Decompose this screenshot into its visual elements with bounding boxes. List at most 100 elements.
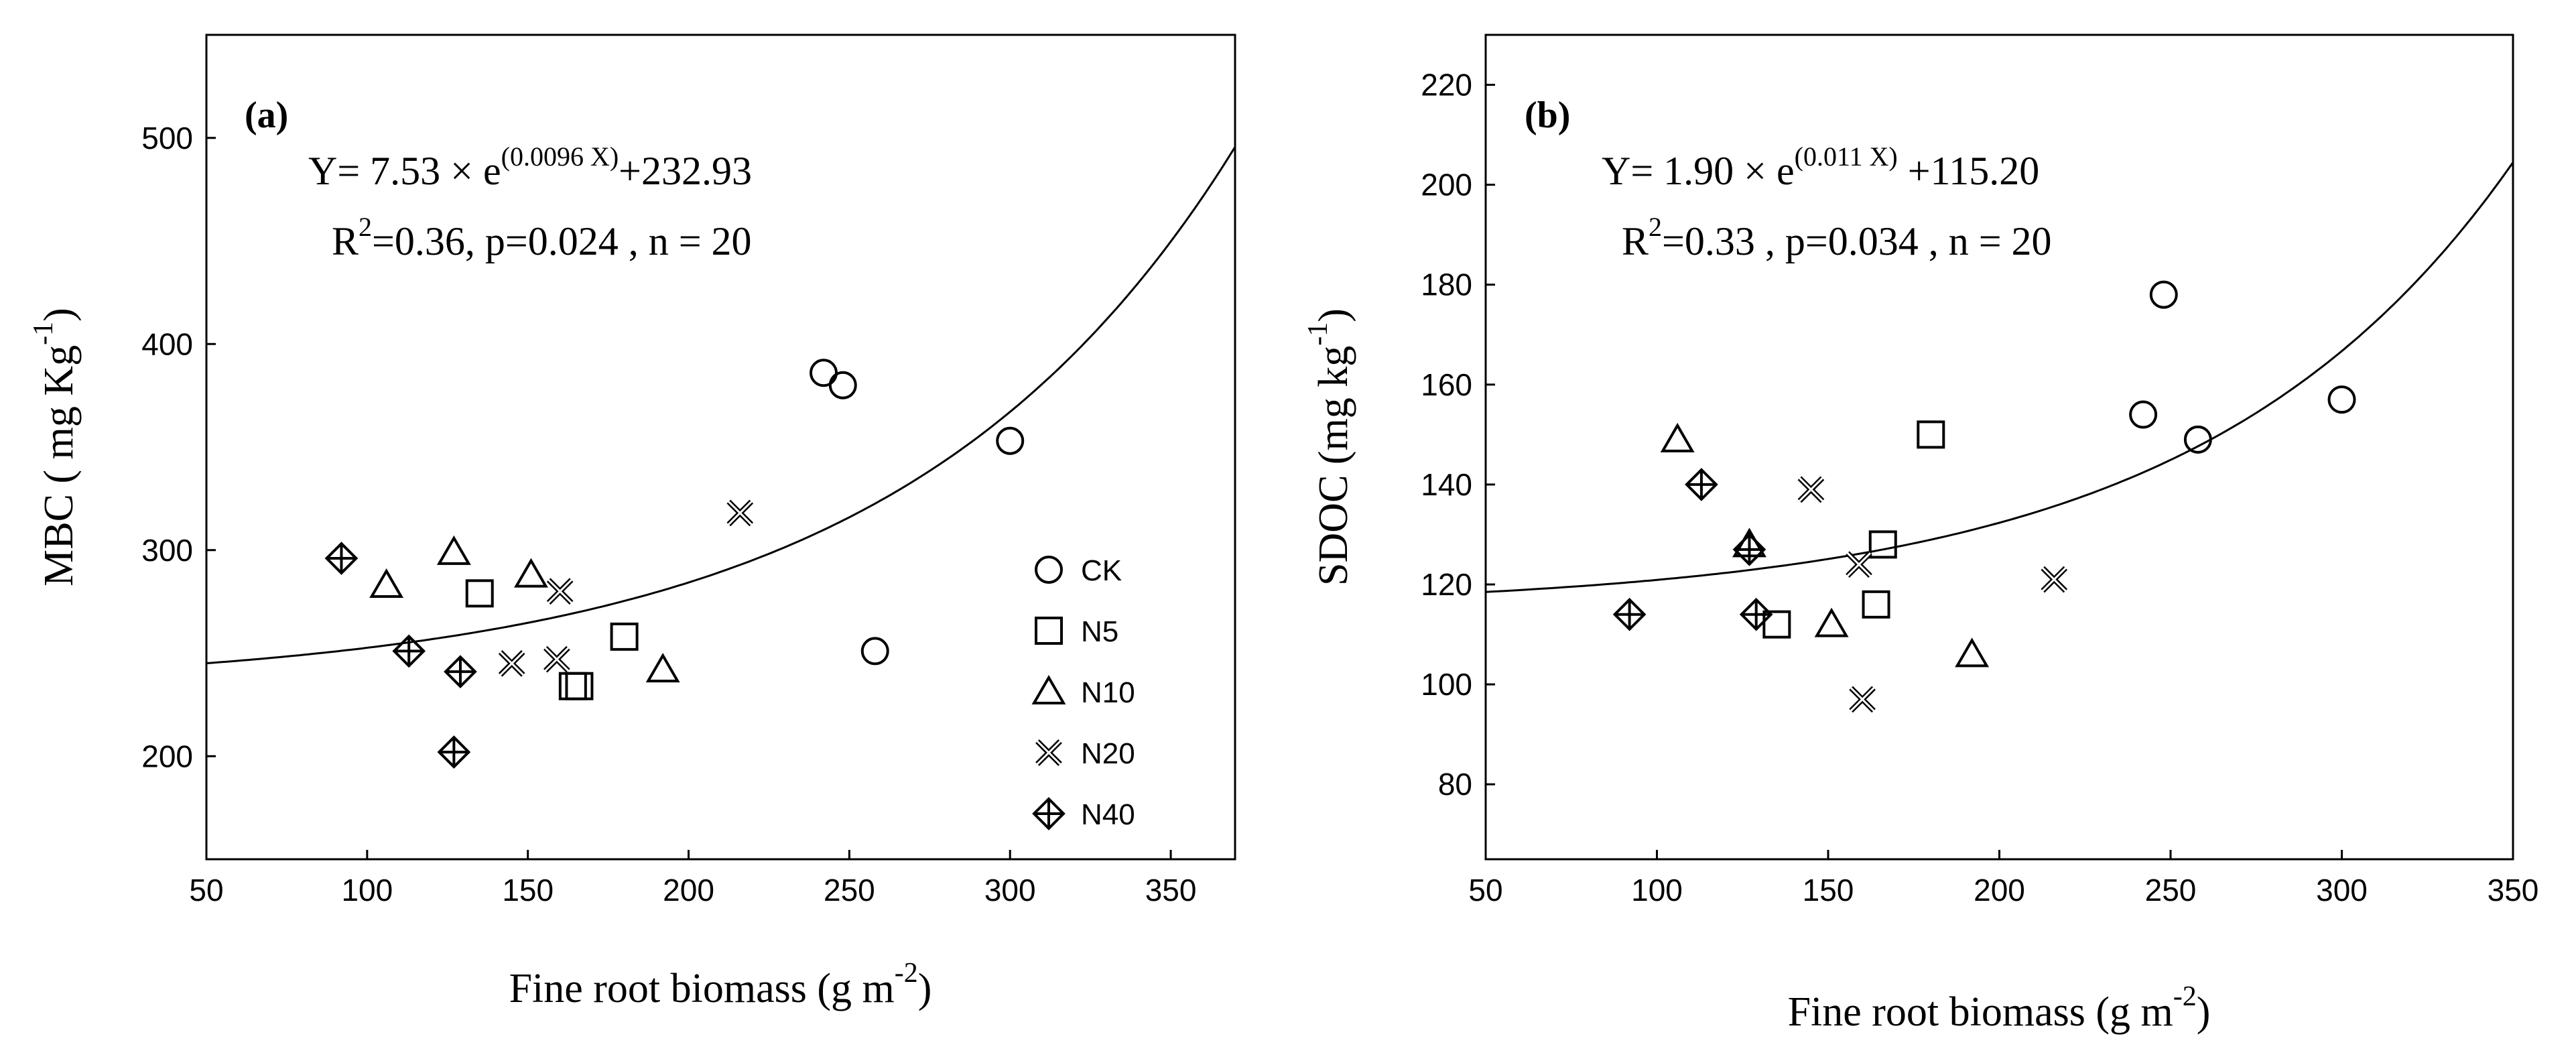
marker-n20: [1846, 551, 1872, 578]
markers-a: [324, 359, 1025, 769]
x-tick-label: 350: [1145, 873, 1197, 908]
marker-n5: [565, 672, 594, 700]
legend-marker-n10: [1031, 675, 1066, 704]
stats-b: R2=0.33 , p=0.034 , n = 20: [1622, 212, 2052, 263]
legend-label-n20: N20: [1081, 737, 1135, 770]
marker-n10: [369, 568, 404, 599]
marker-ck: [996, 426, 1025, 455]
y-axis-title-b-main: SDOC (mg kg: [1311, 346, 1356, 586]
equation-b-exp: (0.011 X): [1795, 141, 1898, 172]
x-tick-label: 350: [2488, 873, 2539, 908]
markers-b: [1612, 280, 2356, 713]
fit-curve-b: [1485, 162, 2514, 593]
marker-n5: [1868, 530, 1897, 559]
marker-ck: [810, 359, 838, 387]
panel-label-b: (b): [1525, 95, 1570, 136]
y-axis-title-b-sup: -1: [1303, 322, 1334, 346]
x-axis-title-b-main: Fine root biomass (g m: [1788, 989, 2173, 1035]
legend-marker-n5: [1035, 617, 1063, 645]
marker-n40: [324, 542, 359, 575]
marker-n10: [1955, 637, 1990, 668]
legend: CK N5 N10 N20 N40: [1031, 554, 1135, 831]
marker-n5: [465, 579, 494, 608]
y-axis-title-a-sup: -1: [28, 322, 59, 345]
equation-a: Y= 7.53 × e(0.0096 X)+232.93: [308, 141, 752, 193]
marker-n40: [1685, 468, 1718, 501]
equation-a-pre: Y= 7.53 × e: [308, 149, 501, 193]
x-axis-title-b-close: ): [2197, 989, 2211, 1035]
stats-a-post: =0.36, p=0.024 , n = 20: [372, 219, 752, 263]
x-axis-title-b-sup: -2: [2173, 981, 2197, 1012]
stats-a-sup: 2: [359, 212, 372, 242]
panel-label-a: (a): [245, 95, 288, 136]
y-axis-title-b-close: ): [1311, 308, 1356, 322]
marker-n40: [1739, 597, 1773, 631]
marker-n40: [1732, 532, 1766, 566]
marker-n20: [726, 499, 754, 527]
marker-n5: [558, 672, 587, 700]
marker-n20: [1849, 686, 1876, 713]
x-tick-label: 300: [2316, 873, 2368, 908]
y-tick-label: 500: [141, 121, 193, 155]
y-tick-label: 120: [1421, 567, 1472, 602]
marker-n20: [543, 645, 570, 673]
marker-ck: [2149, 280, 2178, 309]
legend-label-n10: N10: [1081, 676, 1135, 709]
marker-n5: [1862, 590, 1890, 619]
x-axis-title-a: Fine root biomass (g m-2): [509, 958, 932, 1011]
equation-b-pre: Y= 1.90 × e: [1602, 149, 1795, 193]
marker-n10: [645, 653, 680, 683]
legend-marker-n20: [1035, 739, 1062, 766]
y-tick-label: 300: [141, 533, 193, 568]
x-tick-label: 50: [1468, 873, 1502, 908]
legend-marker-n40: [1032, 797, 1066, 830]
equation-a-post: +232.93: [619, 149, 752, 193]
marker-ck: [828, 371, 857, 399]
y-tick-label: 220: [1421, 68, 1472, 103]
marker-n40: [1612, 597, 1647, 631]
marker-n40: [444, 655, 477, 689]
x-axis-title-a-close: ): [918, 966, 932, 1011]
x-tick-label: 150: [502, 873, 554, 908]
legend-marker-ck: [1035, 556, 1063, 584]
legend-label-n5: N5: [1081, 615, 1118, 648]
stats-a-pre: R: [332, 219, 359, 263]
x-tick-label: 200: [663, 873, 714, 908]
x-tick-label: 300: [984, 873, 1036, 908]
axis-ticks-b: 50 100 150 200 250 300 350 80 100 120 140 160 180 200…: [1421, 68, 2538, 908]
y-axis-title-a-main: MBC ( mg Kg: [36, 345, 82, 586]
stats-b-pre: R: [1622, 219, 1649, 263]
marker-n20: [498, 650, 525, 677]
x-tick-label: 250: [824, 873, 875, 908]
equation-b: Y= 1.90 × e(0.011 X) +115.20: [1602, 141, 2039, 193]
y-tick-label: 140: [1421, 467, 1472, 502]
y-tick-label: 400: [141, 326, 193, 361]
panel-a: 50 100 150 200 250 300 350 200 300 400 500 (a) Y= …: [28, 34, 1236, 1011]
y-tick-label: 160: [1421, 367, 1472, 402]
stats-b-sup: 2: [1649, 212, 1662, 242]
marker-n20: [546, 578, 574, 605]
y-axis-title-b: SDOC (mg kg-1): [1303, 308, 1356, 586]
x-tick-label: 150: [1803, 873, 1854, 908]
plot-frame-a: [205, 34, 1236, 861]
marker-ck: [860, 637, 889, 666]
y-tick-label: 180: [1421, 267, 1472, 302]
x-tick-label: 250: [2145, 873, 2197, 908]
marker-ck: [2183, 425, 2212, 454]
marker-n20: [1797, 476, 1825, 503]
marker-n40: [392, 634, 426, 668]
marker-n10: [514, 558, 548, 588]
x-axis-title-a-sup: -2: [895, 958, 918, 989]
x-tick-label: 50: [189, 873, 223, 908]
stats-b-post: =0.33 , p=0.034 , n = 20: [1662, 219, 2052, 263]
marker-n10: [1660, 422, 1695, 452]
marker-n10: [1814, 607, 1849, 637]
x-tick-label: 200: [1974, 873, 2025, 908]
marker-n10: [436, 535, 471, 565]
y-axis-title-a-close: ): [36, 308, 82, 322]
y-tick-label: 80: [1438, 767, 1472, 802]
y-tick-label: 200: [141, 739, 193, 773]
legend-label-n40: N40: [1081, 798, 1135, 831]
marker-n5: [1917, 420, 1945, 449]
